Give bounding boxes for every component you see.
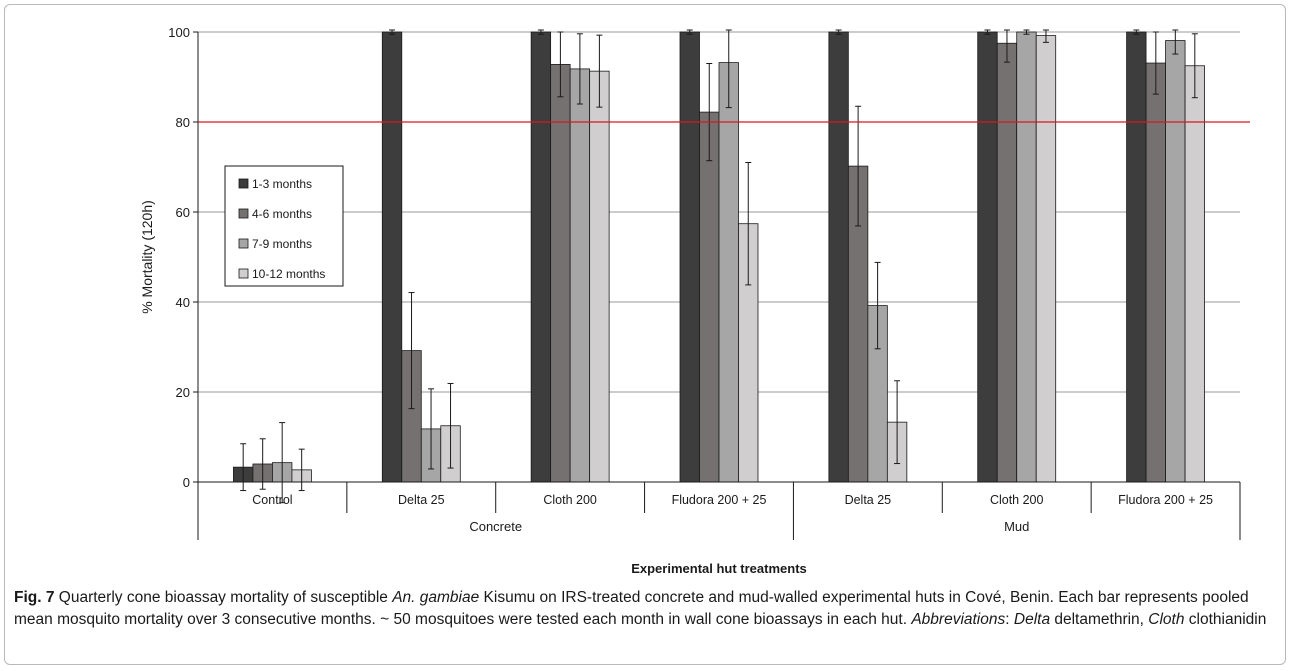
bar — [1165, 40, 1186, 483]
x-tick-label: Delta 25 — [398, 493, 445, 507]
x-tick-label: Fludora 200 + 25 — [1118, 493, 1213, 507]
legend-swatch — [238, 268, 249, 279]
caption-abbr-cloth-term: Cloth — [1148, 611, 1185, 628]
bar — [679, 31, 700, 483]
bar — [550, 64, 571, 483]
x-tick-label: Cloth 200 — [543, 493, 597, 507]
bar — [718, 62, 739, 483]
legend: 1-3 months 4-6 months 7-9 months 10-12 mont… — [224, 165, 344, 287]
x-axis-categories: Control Delta 25 Cloth 200 Fludora 200 + 25… — [197, 482, 1241, 540]
axes — [193, 31, 1250, 483]
bars — [233, 31, 1205, 483]
bar — [699, 111, 720, 483]
y-tick-label: 20 — [176, 385, 190, 400]
legend-swatch — [238, 208, 249, 219]
y-tick-label: 0 — [183, 475, 190, 490]
legend-label: 10-12 months — [252, 267, 325, 281]
bar-chart: 0 20 40 60 80 100 Control Delta 25 Cloth 200 Flu… — [139, 25, 1250, 576]
legend-label: 4-6 months — [252, 207, 312, 221]
legend-label: 7-9 months — [252, 237, 312, 251]
bar — [1126, 31, 1147, 483]
legend-label: 1-3 months — [252, 177, 312, 191]
bar — [996, 42, 1018, 483]
caption-abbreviations-sep: : — [1005, 611, 1014, 628]
legend-swatch — [238, 238, 249, 249]
bar — [530, 31, 552, 483]
figure-frame — [4, 4, 1286, 665]
figure-caption: Fig. 7 Quarterly cone bioassay mortality… — [14, 587, 1276, 631]
bar — [381, 31, 403, 483]
y-tick-label: 40 — [176, 295, 190, 310]
bar — [1016, 31, 1037, 483]
caption-species: An. gambiae — [392, 589, 480, 606]
bar — [1184, 65, 1205, 483]
figure-label: Fig. 7 — [14, 589, 55, 606]
group-label: Mud — [1004, 519, 1029, 534]
y-axis-label: % Mortality (120h) — [139, 200, 155, 314]
caption-abbr-delta-term: Delta — [1013, 611, 1051, 628]
y-axis-ticks: 0 20 40 60 80 100 — [168, 25, 190, 490]
bar — [828, 31, 849, 483]
x-tick-label: Fludora 200 + 25 — [672, 493, 767, 507]
y-tick-label: 100 — [168, 25, 190, 40]
caption-text-2: Kisumu on IRS-treated concrete and mud-w… — [14, 589, 1249, 628]
error-bars — [240, 29, 1198, 504]
caption-text-1: Quarterly cone bioassay mortality of sus… — [58, 589, 393, 606]
legend-swatch — [238, 178, 249, 189]
bar — [977, 31, 998, 483]
y-tick-label: 80 — [176, 115, 190, 130]
x-tick-label: Control — [252, 493, 292, 507]
caption-abbr-cloth-def: clothianidin — [1184, 611, 1267, 628]
caption-abbreviations-label: Abbreviations — [911, 611, 1006, 628]
bar — [1145, 62, 1166, 483]
bar — [569, 68, 591, 483]
x-tick-label: Delta 25 — [845, 493, 892, 507]
bar — [589, 70, 610, 483]
x-axis-title: Experimental hut treatments — [631, 561, 807, 576]
x-tick-label: Cloth 200 — [990, 493, 1044, 507]
bar — [1035, 35, 1057, 483]
caption-abbr-delta-def: deltamethrin, — [1050, 611, 1149, 628]
group-label: Concrete — [469, 519, 522, 534]
y-tick-label: 60 — [176, 205, 190, 220]
